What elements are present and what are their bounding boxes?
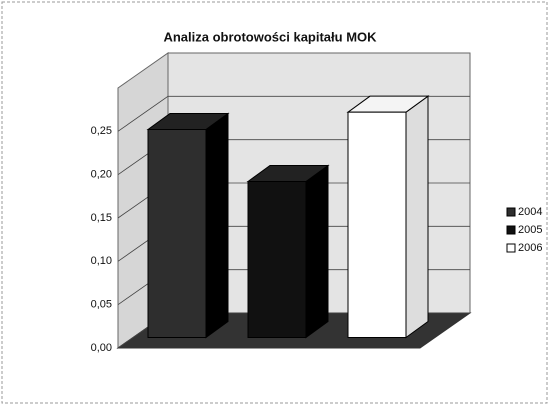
y-tick-label: 0,15 [91,212,112,224]
y-tick-label: 0,20 [91,169,112,181]
bar [247,181,307,338]
bar [347,111,407,338]
bar [147,129,207,338]
bar-side [405,95,429,339]
chart-title: Analiza obrotowości kapitału MOK [163,29,377,44]
y-tick-label: 0,25 [91,125,112,137]
y-tick-label: 0,10 [91,255,112,267]
legend-swatch [506,225,516,235]
y-tick-label: 0,00 [91,342,112,354]
legend-label: 2005 [518,224,542,236]
legend-label: 2006 [518,242,542,254]
legend-swatch [506,243,516,253]
y-tick-label: 0,05 [91,299,112,311]
bar-side [305,164,329,339]
legend-label: 2004 [518,206,542,218]
legend-swatch [506,207,516,217]
bar-side [205,112,229,339]
